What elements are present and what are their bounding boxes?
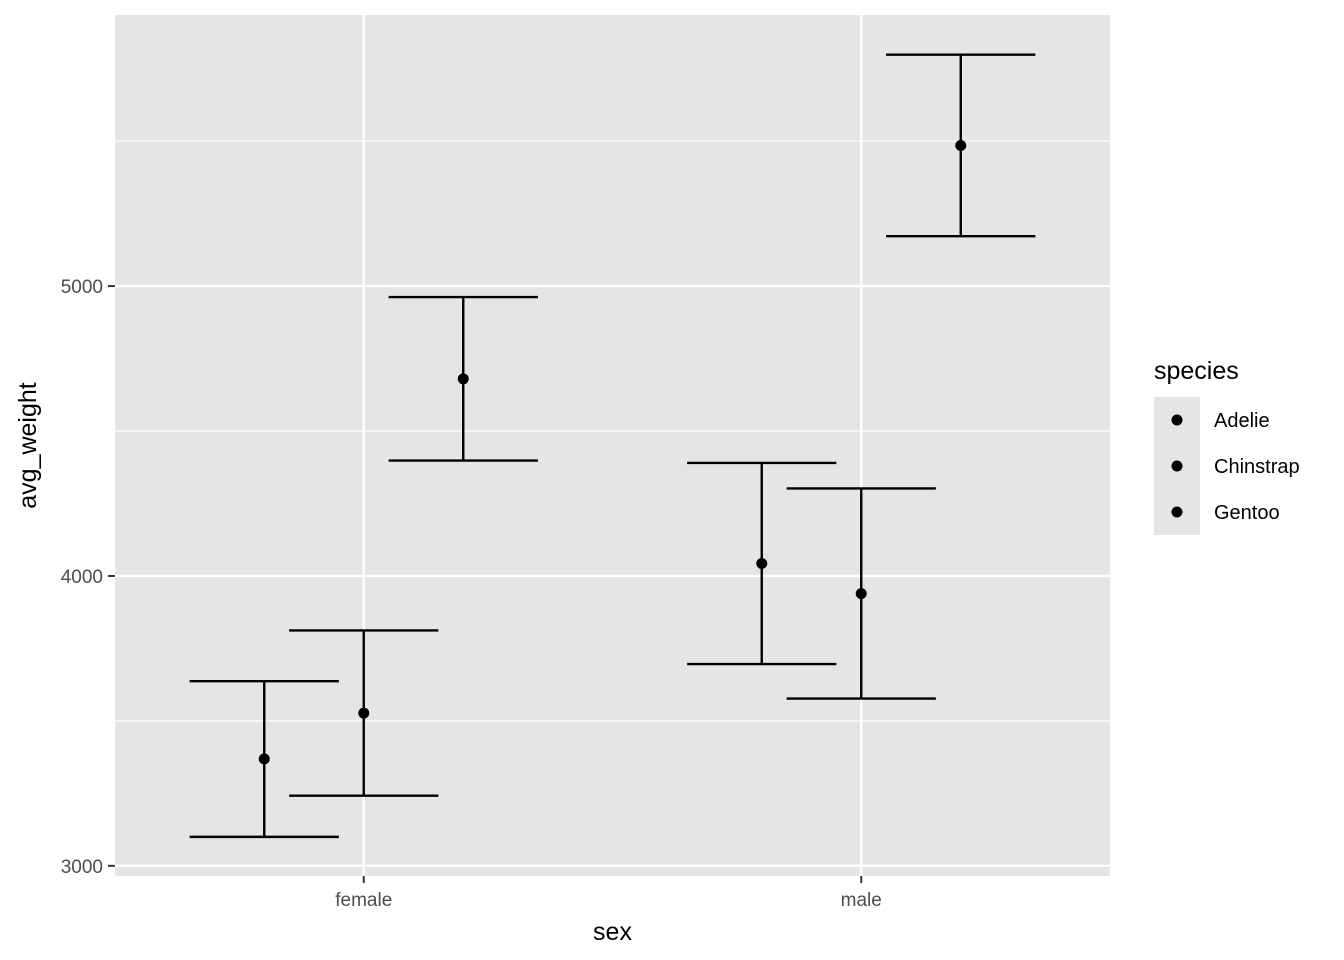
legend-title: species: [1154, 357, 1239, 385]
y-tick-label: 3000: [61, 857, 103, 878]
data-point: [756, 557, 768, 569]
x-axis: female male: [335, 876, 882, 911]
y-tick-label: 4000: [61, 567, 103, 588]
legend-label: Gentoo: [1214, 502, 1280, 524]
legend-key-point: [1171, 414, 1183, 426]
x-tick-label: male: [841, 890, 882, 911]
x-axis-title: sex: [593, 918, 632, 946]
legend-label: Chinstrap: [1214, 456, 1300, 478]
legend-key-point: [1171, 506, 1183, 518]
plot-panel: [115, 15, 1110, 876]
legend-label: Adelie: [1214, 410, 1270, 432]
errorbar-marks: [189, 53, 1036, 839]
data-point: [955, 139, 967, 151]
y-axis: 3000 4000 5000: [61, 277, 115, 878]
minor-gridlines: [115, 140, 1110, 722]
legend: species Adelie Chinstrap Gentoo: [1154, 357, 1300, 535]
legend-entries: Adelie Chinstrap Gentoo: [1171, 410, 1300, 524]
y-tick-label: 5000: [61, 277, 103, 298]
y-axis-title: avg_weight: [14, 382, 42, 509]
data-point: [457, 373, 469, 385]
data-point: [258, 753, 270, 765]
data-point: [358, 707, 370, 719]
legend-key-point: [1171, 460, 1183, 472]
x-tick-label: female: [335, 890, 392, 911]
data-point: [855, 588, 867, 600]
